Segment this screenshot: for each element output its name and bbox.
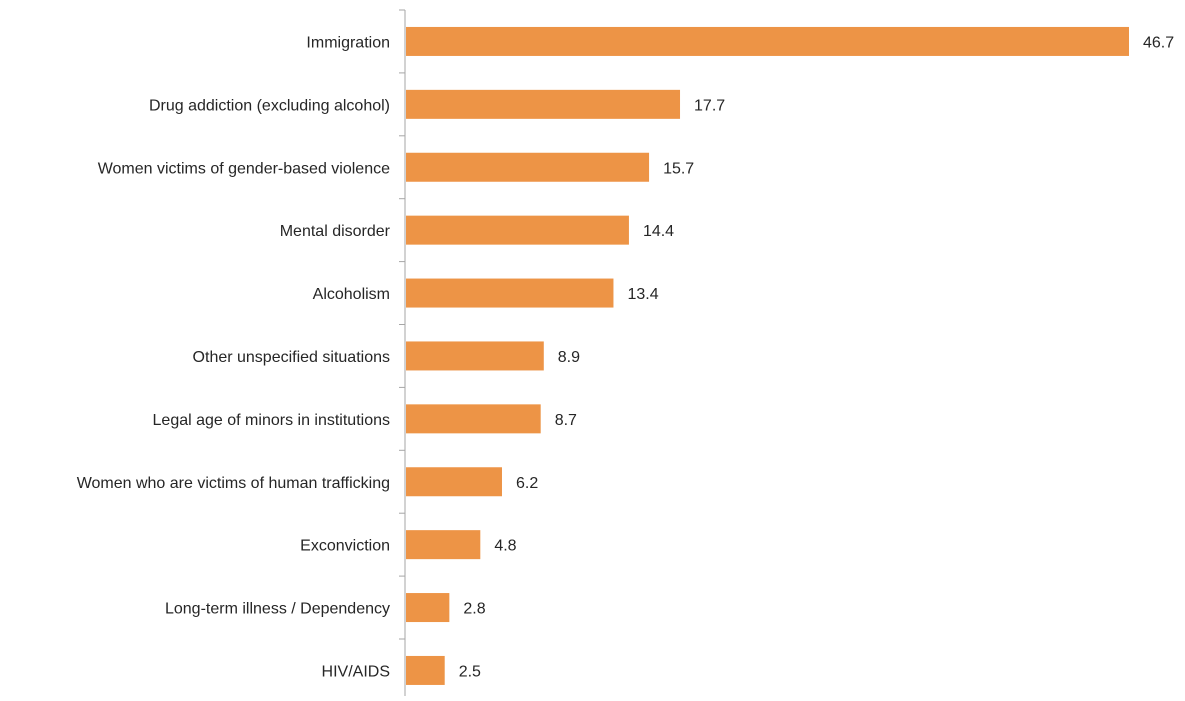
bar [406,89,681,119]
category-label: Women who are victims of human trafficki… [77,475,390,492]
category-label: Long-term illness / Dependency [165,601,390,618]
data-label: 46.7 [1143,34,1174,51]
bar [406,152,650,182]
category-label: Legal age of minors in institutions [153,412,390,429]
bar [406,26,1129,56]
category-label: Women victims of gender-based violence [98,160,390,177]
data-label: 4.8 [494,538,516,555]
category-label: Immigration [306,34,390,51]
category-label: Other unspecified situations [193,349,390,366]
data-label: 13.4 [627,286,658,303]
bar [406,593,450,623]
category-label: HIV/AIDS [322,663,390,680]
bar [406,655,445,685]
data-label: 8.9 [558,349,580,366]
bar [406,404,541,434]
data-label: 17.7 [694,97,725,114]
data-label: 6.2 [516,475,538,492]
category-label: Mental disorder [280,223,391,240]
bar [406,530,481,560]
category-label: Exconviction [300,538,390,555]
data-label: 8.7 [555,412,577,429]
data-label: 2.5 [459,663,481,680]
data-label: 14.4 [643,223,674,240]
category-label: Alcoholism [313,286,390,303]
bar [406,278,614,308]
data-label: 2.8 [463,601,485,618]
bar [406,341,544,371]
data-label: 15.7 [663,160,694,177]
bar [406,215,629,245]
bar [406,467,502,497]
category-label: Drug addiction (excluding alcohol) [149,97,390,114]
